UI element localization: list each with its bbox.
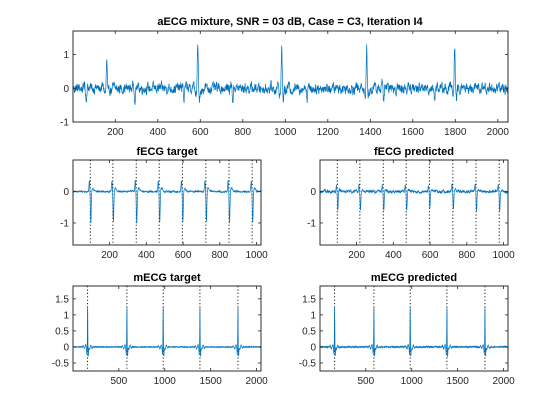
fp-series-line-0 bbox=[320, 183, 508, 212]
mp-axes-frame bbox=[319, 285, 509, 372]
mt-axes-frame bbox=[72, 285, 262, 372]
mix-series-line-0 bbox=[73, 44, 508, 105]
mixture-title: aECG mixture, SNR = 03 dB, Case = C3, It… bbox=[157, 16, 423, 28]
fp-xtick-label-1: 400 bbox=[385, 250, 402, 261]
mix-xtick-label-1: 400 bbox=[149, 127, 166, 138]
mecg-predicted-axes: mECG predicted 500 1000 1500 2000 -0.5 0 0.5 1 1… bbox=[299, 272, 515, 387]
fp-xtick-label-4: 1000 bbox=[492, 250, 515, 261]
mix-xtick-label-5: 1200 bbox=[317, 127, 340, 138]
fp-xtick-label-3: 800 bbox=[458, 250, 475, 261]
ft-ytick-label-1: 0 bbox=[63, 187, 69, 198]
mp-ytick-label-0: -0.5 bbox=[299, 358, 317, 369]
mt-ytick-label-1: 0 bbox=[63, 342, 69, 353]
mp-ytick-label-1: 0 bbox=[310, 342, 316, 353]
mp-plot-area bbox=[319, 285, 509, 372]
fp-xtick-label-0: 200 bbox=[348, 250, 365, 261]
mt-xtick-label-0: 500 bbox=[110, 376, 127, 387]
mp-xtick-label-0: 500 bbox=[357, 376, 374, 387]
mt-series-line-0 bbox=[73, 306, 261, 358]
mix-xtick-label-7: 1600 bbox=[402, 127, 425, 138]
mix-xtick-label-6: 1400 bbox=[359, 127, 382, 138]
ft-xtick-label-3: 800 bbox=[211, 250, 228, 261]
ft-ytick-label-0: -1 bbox=[60, 218, 69, 229]
mp-xtick-label-1: 1000 bbox=[401, 376, 424, 387]
fp-axes-frame bbox=[319, 159, 509, 246]
mt-xtick-label-2: 1500 bbox=[200, 376, 223, 387]
mix-xtick-label-8: 1800 bbox=[444, 127, 467, 138]
mp-ytick-label-3: 1 bbox=[310, 310, 316, 321]
mix-xtick-label-0: 200 bbox=[107, 127, 124, 138]
fp-ytick-label-0: -1 bbox=[307, 218, 316, 229]
mt-plot-area bbox=[72, 285, 262, 372]
ft-axes-frame bbox=[72, 159, 262, 246]
mix-ytick-label-1: 0 bbox=[63, 84, 69, 95]
mp-ytick-label-2: 0.5 bbox=[302, 326, 316, 337]
mixture-axes: aECG mixture, SNR = 03 dB, Case = C3, It… bbox=[60, 16, 509, 138]
ft-xtick-label-1: 400 bbox=[138, 250, 155, 261]
ft-xtick-label-2: 600 bbox=[175, 250, 192, 261]
mix-xtick-label-2: 600 bbox=[192, 127, 209, 138]
fecg-predicted-axes: fECG predicted 200 400 600 800 1000 -1 0 bbox=[307, 146, 515, 261]
fp-plot-area bbox=[319, 159, 509, 246]
mt-ytick-label-2: 0.5 bbox=[55, 326, 69, 337]
mp-ytick-label-4: 1.5 bbox=[302, 294, 316, 305]
mix-ytick-label-2: 1 bbox=[63, 50, 69, 61]
mecg-target-title: mECG target bbox=[133, 272, 201, 284]
mt-ytick-label-4: 1.5 bbox=[55, 294, 69, 305]
fp-xtick-label-2: 600 bbox=[422, 250, 439, 261]
fecg-target-title: fECG target bbox=[136, 146, 197, 158]
mix-ytick-label-0: -1 bbox=[60, 118, 69, 129]
ft-xtick-label-4: 1000 bbox=[245, 250, 268, 261]
mt-xtick-label-1: 1000 bbox=[154, 376, 177, 387]
mecg-predicted-title: mECG predicted bbox=[371, 272, 457, 284]
mt-ytick-label-3: 1 bbox=[63, 310, 69, 321]
mix-xtick-label-9: 2000 bbox=[487, 127, 510, 138]
mecg-target-axes: mECG target 500 1000 1500 2000 -0.5 0 0.5 1 1.5 bbox=[52, 272, 268, 387]
fecg-predicted-title: fECG predicted bbox=[374, 146, 454, 158]
ft-plot-area bbox=[72, 159, 262, 246]
mix-axes-frame bbox=[72, 30, 509, 123]
mt-ytick-label-0: -0.5 bbox=[52, 358, 70, 369]
mp-xtick-label-3: 2000 bbox=[492, 376, 515, 387]
mix-plot-area bbox=[72, 30, 509, 123]
mp-xtick-label-2: 1500 bbox=[447, 376, 470, 387]
ft-xtick-label-0: 200 bbox=[101, 250, 118, 261]
mp-series-line-0 bbox=[320, 306, 508, 358]
mix-xtick-label-3: 800 bbox=[234, 127, 251, 138]
ft-series-line-0 bbox=[73, 179, 261, 224]
mix-xtick-label-4: 1000 bbox=[274, 127, 297, 138]
mt-xtick-label-3: 2000 bbox=[245, 376, 268, 387]
fecg-target-axes: fECG target 200 400 600 800 1000 -1 0 bbox=[60, 146, 268, 261]
fp-ytick-label-1: 0 bbox=[310, 187, 316, 198]
